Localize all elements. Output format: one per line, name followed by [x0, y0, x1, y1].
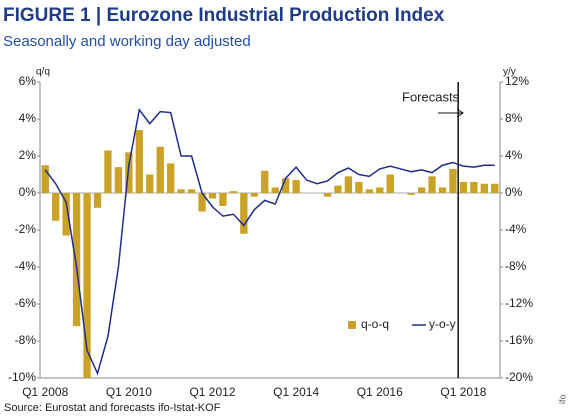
bar	[41, 165, 49, 193]
y-tick-label: 0%	[19, 185, 37, 199]
y-tick-label: 6%	[19, 74, 37, 88]
bar	[93, 193, 102, 208]
y-tick-label: 4%	[19, 111, 37, 125]
bar	[480, 183, 488, 193]
bar	[156, 146, 164, 193]
y-axis-label: q/q	[36, 67, 50, 78]
bar	[491, 183, 499, 193]
chart-title: FIGURE 1 | Eurozone Industrial Productio…	[3, 5, 445, 26]
bar	[125, 152, 133, 193]
annotation: Forecasts	[402, 89, 460, 104]
y2-tick-label: -4%	[505, 222, 527, 236]
source: Source: Eurostat and forecasts ifo-Istat…	[4, 402, 221, 414]
bar	[292, 180, 300, 193]
bar	[167, 163, 175, 193]
y-tick-label: 2%	[19, 148, 37, 162]
bar	[417, 187, 426, 193]
bar	[219, 193, 227, 206]
chart-subtitle: Seasonally and working day adjusted	[3, 33, 251, 50]
bar	[198, 193, 206, 212]
legend-label: y-o-y	[429, 317, 456, 331]
bar	[344, 176, 353, 193]
bar	[114, 167, 123, 193]
annotation-arrowhead	[456, 108, 464, 118]
bar	[323, 193, 332, 197]
bar	[208, 193, 217, 199]
x-tick-label: Q1 2008	[22, 385, 68, 399]
bar	[250, 193, 258, 197]
y2-tick-label: -12%	[505, 296, 533, 310]
bar	[428, 176, 436, 193]
bar	[177, 189, 185, 193]
x-tick-label: Q1 2010	[106, 385, 152, 399]
bar	[449, 168, 457, 193]
bar	[376, 187, 384, 193]
bar	[72, 193, 81, 327]
y2-tick-label: 4%	[505, 148, 523, 162]
bar	[261, 170, 269, 193]
bar	[438, 187, 447, 193]
bar	[386, 174, 394, 193]
bar	[52, 193, 60, 221]
x-tick-label: Q1 2018	[440, 385, 486, 399]
line	[44, 107, 495, 376]
x-tick-label: Q1 2012	[189, 385, 235, 399]
y2-tick-label: 12%	[505, 74, 529, 88]
y-tick-label: -6%	[15, 296, 37, 310]
y-tick-label: -2%	[15, 222, 37, 236]
bar	[187, 189, 196, 193]
bar	[135, 130, 143, 193]
bar	[407, 193, 415, 195]
y2-tick-label: -8%	[505, 259, 527, 273]
bar	[240, 193, 248, 234]
x-tick-label: Q1 2014	[273, 385, 319, 399]
bar	[334, 185, 342, 193]
y-tick-label: -8%	[15, 333, 37, 347]
credit: ifo	[557, 394, 567, 404]
legend-swatch	[348, 321, 356, 329]
legend-label: q-o-q	[361, 317, 389, 331]
y-tick-label: -10%	[8, 370, 36, 384]
bar	[355, 181, 363, 193]
x-tick-label: Q1 2016	[357, 385, 403, 399]
bar	[104, 150, 112, 193]
bar	[83, 193, 91, 378]
y2-tick-label: -20%	[505, 370, 533, 384]
bar	[62, 193, 70, 236]
y2-axis-label: y/y	[503, 67, 516, 78]
bar	[459, 181, 468, 193]
y-tick-label: -4%	[15, 259, 37, 273]
y2-tick-label: -16%	[505, 333, 533, 347]
bar	[470, 181, 478, 193]
bar	[282, 178, 290, 193]
bar	[229, 191, 238, 193]
y2-tick-label: 8%	[505, 111, 523, 125]
bar	[146, 174, 154, 193]
bar	[365, 189, 373, 193]
bar	[271, 187, 279, 193]
y2-tick-label: 0%	[505, 185, 523, 199]
